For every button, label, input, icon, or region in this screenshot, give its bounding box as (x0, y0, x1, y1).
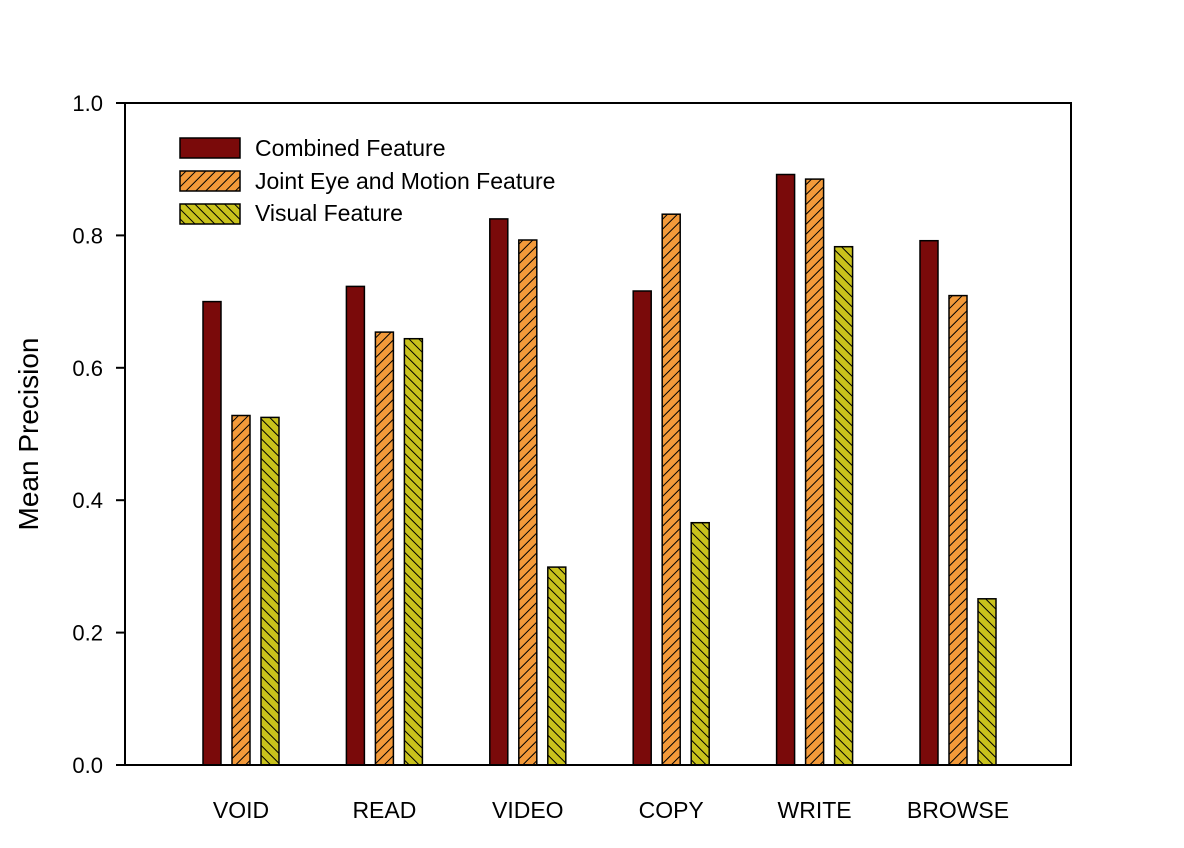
y-tick-label: 0.8 (72, 223, 103, 248)
legend: Combined Feature Joint Eye and Motion Fe… (179, 135, 555, 226)
x-category-label: READ (352, 797, 416, 823)
legend-swatch-joint (179, 170, 241, 192)
bar-joint-eye-and-motion-feature-void (231, 414, 251, 766)
bar-visual-feature-read (403, 337, 424, 766)
bar-visual-feature-copy (690, 521, 710, 766)
y-tick-label: 0.6 (72, 356, 103, 381)
bar-joint-eye-and-motion-feature-read (374, 331, 395, 766)
y-tick-label: 0.4 (72, 488, 103, 513)
bar-combined-feature-video (489, 218, 509, 766)
x-axis-categories: VOID READ VIDEO COPY WRITE BROWSE (213, 797, 1009, 823)
x-category-label: BROWSE (907, 797, 1009, 823)
bar-combined-feature-copy (632, 290, 652, 766)
bar-combined-feature-browse (919, 239, 939, 766)
legend-label-combined: Combined Feature (255, 135, 446, 161)
bar-joint-eye-and-motion-feature-browse (948, 294, 968, 766)
bar-combined-feature-write (775, 173, 796, 766)
legend-swatch-visual (179, 203, 241, 225)
y-tick-label: 0.0 (72, 753, 103, 778)
bar-joint-eye-and-motion-feature-write (804, 178, 825, 766)
x-category-label: WRITE (778, 797, 852, 823)
plot-frame (124, 102, 1072, 766)
y-tick-label: 1.0 (72, 91, 103, 116)
bar-joint-eye-and-motion-feature-copy (661, 213, 681, 766)
legend-label-visual: Visual Feature (255, 200, 403, 226)
legend-swatch-combined (179, 137, 241, 159)
x-category-label: COPY (639, 797, 704, 823)
bar-visual-feature-void (260, 416, 280, 766)
y-axis-title: Mean Precision (13, 338, 44, 531)
bars-layer (202, 173, 997, 766)
y-axis-ticks: 0.0 0.2 0.4 0.6 0.8 1.0 (72, 91, 125, 778)
x-category-label: VIDEO (492, 797, 564, 823)
y-tick-label: 0.2 (72, 621, 103, 646)
bar-visual-feature-write (833, 245, 854, 766)
bar-visual-feature-video (547, 566, 567, 766)
bar-combined-feature-read (345, 285, 366, 766)
x-category-label: VOID (213, 797, 269, 823)
legend-label-joint: Joint Eye and Motion Feature (255, 168, 555, 194)
bar-joint-eye-and-motion-feature-video (518, 239, 538, 766)
bar-combined-feature-void (202, 300, 222, 766)
bar-visual-feature-browse (977, 598, 997, 766)
